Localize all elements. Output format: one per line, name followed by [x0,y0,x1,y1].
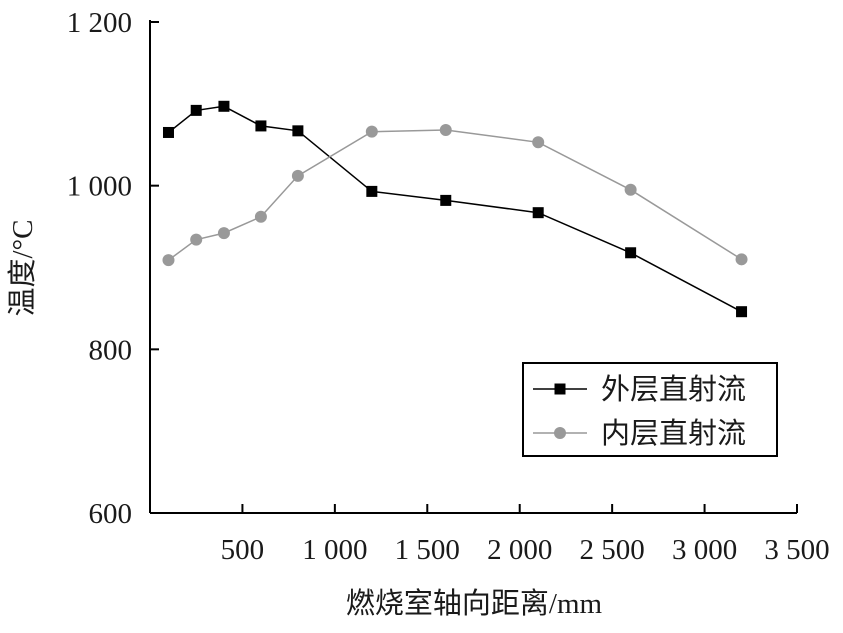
data-point-square [218,100,230,112]
y-tick-label: 1 000 [67,171,132,203]
data-point-square [532,207,544,219]
data-point-circle [190,233,203,246]
y-tick-label: 1 200 [67,7,132,39]
x-tick-label: 2 000 [487,534,552,566]
data-point-circle [254,210,267,223]
x-tick-label: 3 000 [672,534,737,566]
data-point-square [625,247,637,259]
y-tick-label: 600 [89,498,133,530]
data-point-circle [291,169,304,182]
series-2 [162,124,748,267]
data-point-square [736,306,748,318]
data-point-square [162,126,174,138]
legend-item: 内层直射流 [533,417,746,450]
data-point-circle [439,124,452,137]
data-point-square [366,185,378,197]
series-layer [162,100,748,318]
x-tick-label: 1 000 [302,534,367,566]
legend-marker-circle [554,427,566,439]
data-point-square [440,194,452,206]
data-point-circle [735,253,748,266]
axes: 600 800 1 000 1 200 500 1 000 1 500 2 000 2 500 3… [67,7,830,566]
data-point-circle [532,136,545,149]
y-tick-label: 800 [89,334,133,366]
series-line [168,105,742,313]
x-tick-label: 2 500 [580,534,645,566]
x-tick-label: 500 [221,534,265,566]
data-point-circle [365,125,378,138]
data-point-circle [624,183,637,196]
legend-box [522,362,778,457]
y-axis-label: 温度/°C [6,220,39,317]
legend-label: 外层直射流 [601,373,746,406]
x-tick-label: 3 500 [764,534,829,566]
series-1 [162,100,748,318]
legend-item: 外层直射流 [533,373,746,406]
series-line [168,129,742,261]
data-point-square [292,125,304,137]
x-axis-label: 燃烧室轴向距离/mm [346,587,603,620]
data-point-square [255,120,267,132]
data-point-circle [162,254,175,267]
data-point-circle [217,227,230,240]
legend-label: 内层直射流 [601,417,746,450]
legend-marker-square [554,383,566,395]
data-point-square [190,104,202,116]
x-tick-label: 1 500 [395,534,460,566]
